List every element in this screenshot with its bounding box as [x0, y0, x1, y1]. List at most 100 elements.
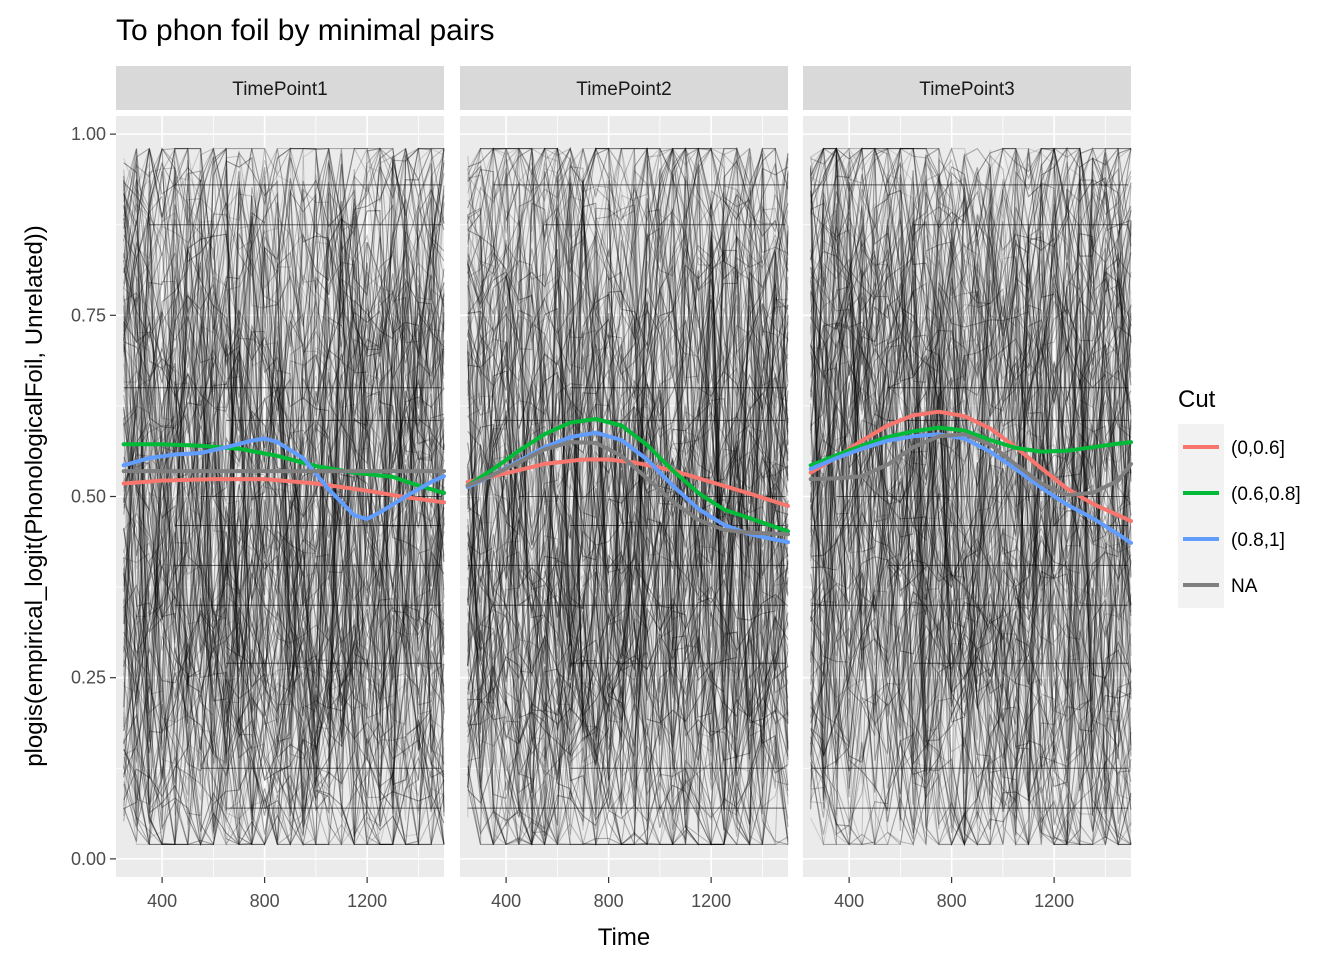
x-tick-label: 800: [594, 891, 624, 911]
participant-line: [123, 155, 445, 711]
participant-line: [467, 147, 789, 581]
participant-line: [467, 167, 789, 791]
participant-line: [810, 148, 1132, 801]
participant-line: [467, 148, 789, 845]
x-tick-label: 1200: [347, 891, 387, 911]
participant-line: [810, 181, 1132, 847]
participant-line: [123, 206, 445, 846]
participant-line: [123, 226, 445, 723]
participant-line: [123, 599, 445, 800]
participant-line: [467, 170, 789, 742]
participant-line: [810, 285, 1132, 845]
x-axis-title: Time: [598, 924, 650, 951]
participant-line: [467, 147, 789, 845]
participant-line: [467, 164, 789, 767]
participant-line: [810, 156, 1132, 845]
participant-line: [810, 252, 1132, 749]
participant-line: [467, 325, 789, 845]
participant-line: [467, 176, 789, 719]
participant-line: [467, 148, 789, 819]
x-tick-label: 400: [491, 891, 521, 911]
participant-line: [123, 298, 445, 835]
participant-line: [467, 148, 789, 549]
participant-line: [810, 207, 1132, 812]
participant-line: [123, 275, 445, 661]
participant-line: [123, 146, 445, 806]
participant-line: [467, 147, 789, 738]
participant-line: [123, 162, 445, 803]
participant-line: [123, 154, 445, 754]
participant-line: [123, 295, 445, 845]
participant-line: [467, 232, 789, 845]
participant-line: [467, 239, 789, 845]
participant-line: [123, 146, 445, 790]
participant-line: [467, 483, 789, 757]
participant-line: [123, 148, 445, 846]
participant-line: [810, 148, 1132, 821]
participant-line: [810, 148, 1132, 845]
participant-line: [467, 147, 789, 756]
participant-line: [810, 148, 1132, 753]
participant-line: [467, 146, 789, 835]
participant-line: [467, 233, 789, 845]
participant-line: [467, 147, 789, 815]
participant-line: [467, 210, 789, 766]
participant-line: [123, 147, 445, 731]
participant-line: [810, 150, 1132, 846]
participant-line: [467, 233, 789, 846]
participant-line: [123, 238, 445, 816]
participant-line: [810, 160, 1132, 847]
participant-line: [810, 189, 1132, 845]
participant-line: [810, 148, 1132, 814]
participant-line: [123, 148, 445, 845]
participant-line: [810, 275, 1132, 846]
smooth-line-(0.8,1]: [808, 432, 1133, 545]
x-axis: 400 800 1200: [834, 877, 1074, 911]
participant-line: [467, 148, 789, 753]
participant-line: [123, 148, 445, 847]
participant-line: [810, 157, 1132, 845]
participant-line: [810, 225, 1132, 846]
participant-line: [123, 278, 445, 831]
smooth-line-(0.6,0.8]: [121, 442, 446, 495]
smooth-line-(0,0.6]: [121, 477, 446, 505]
participant-line: [123, 179, 445, 791]
participant-line: [467, 248, 789, 806]
participant-line: [810, 148, 1132, 839]
participant-line: [467, 148, 789, 749]
participant-line: [810, 147, 1132, 829]
panels-layer: TimePoint1 400 800 1200 TimePoint2 400 800 1200…: [116, 66, 1133, 911]
participant-line: [123, 248, 445, 760]
participant-line: [810, 147, 1132, 847]
participant-line: [810, 158, 1132, 816]
participant-line: [467, 148, 789, 847]
participant-line: [123, 417, 445, 811]
participant-line: [467, 147, 789, 666]
participant-line: [123, 169, 445, 733]
participant-line: [467, 198, 789, 845]
participant-line: [123, 147, 445, 751]
participant-line: [467, 166, 789, 841]
facet-strip-label: TimePoint2: [576, 79, 671, 100]
smooth-line-(0.6,0.8]: [465, 417, 790, 534]
participant-line: [467, 226, 789, 756]
participant-line: [810, 148, 1132, 812]
participant-line: [467, 273, 789, 593]
y-axis: 0.00 0.25 0.50 0.75 1.00: [71, 124, 116, 869]
participant-line: [810, 146, 1132, 678]
participant-line: [467, 148, 789, 847]
participant-line: [810, 148, 1132, 828]
participant-line: [467, 148, 789, 846]
participant-line: [467, 148, 789, 845]
participant-line: [810, 147, 1132, 679]
participant-line: [810, 551, 1132, 846]
participant-line: [810, 325, 1132, 845]
participant-line: [810, 538, 1132, 657]
participant-line: [467, 148, 789, 760]
participant-line: [123, 216, 445, 725]
participant-line: [123, 148, 445, 788]
participant-line: [810, 155, 1132, 839]
participant-line: [467, 146, 789, 847]
participant-line: [467, 199, 789, 842]
participant-line: [123, 386, 445, 845]
